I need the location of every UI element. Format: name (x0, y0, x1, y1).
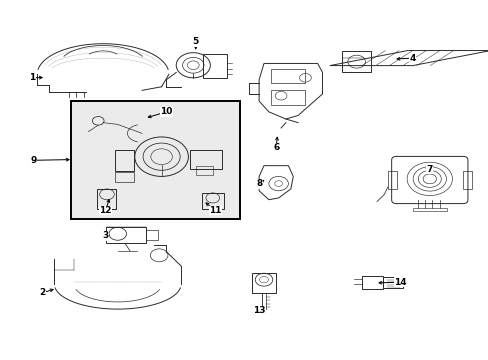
Text: 2: 2 (39, 288, 45, 297)
Bar (383, 277, 402, 288)
Text: 6: 6 (272, 143, 279, 152)
Text: 12: 12 (99, 206, 112, 215)
Bar (97, 189, 116, 209)
Bar (361, 276, 383, 289)
Bar (115, 149, 134, 171)
Bar (341, 51, 370, 72)
Text: 1: 1 (29, 73, 36, 82)
Text: 3: 3 (102, 231, 108, 240)
Text: 5: 5 (192, 37, 199, 46)
Bar (71, 101, 239, 220)
Text: 9: 9 (31, 156, 37, 165)
Text: 4: 4 (409, 54, 415, 63)
Bar (203, 54, 227, 78)
Bar (189, 149, 221, 169)
Text: 8: 8 (256, 179, 262, 188)
Bar (145, 230, 158, 240)
Bar (195, 166, 212, 175)
Text: 7: 7 (426, 165, 432, 174)
Bar (202, 193, 223, 209)
Bar (412, 208, 446, 211)
Bar (387, 171, 396, 189)
Text: 13: 13 (252, 306, 265, 315)
Bar (115, 172, 134, 182)
Text: 10: 10 (160, 107, 172, 116)
Text: 14: 14 (393, 278, 406, 287)
Bar (271, 90, 305, 105)
Bar (105, 227, 145, 243)
Bar (462, 171, 471, 189)
Bar (251, 273, 276, 293)
Bar (271, 69, 305, 83)
Text: 11: 11 (208, 206, 221, 215)
